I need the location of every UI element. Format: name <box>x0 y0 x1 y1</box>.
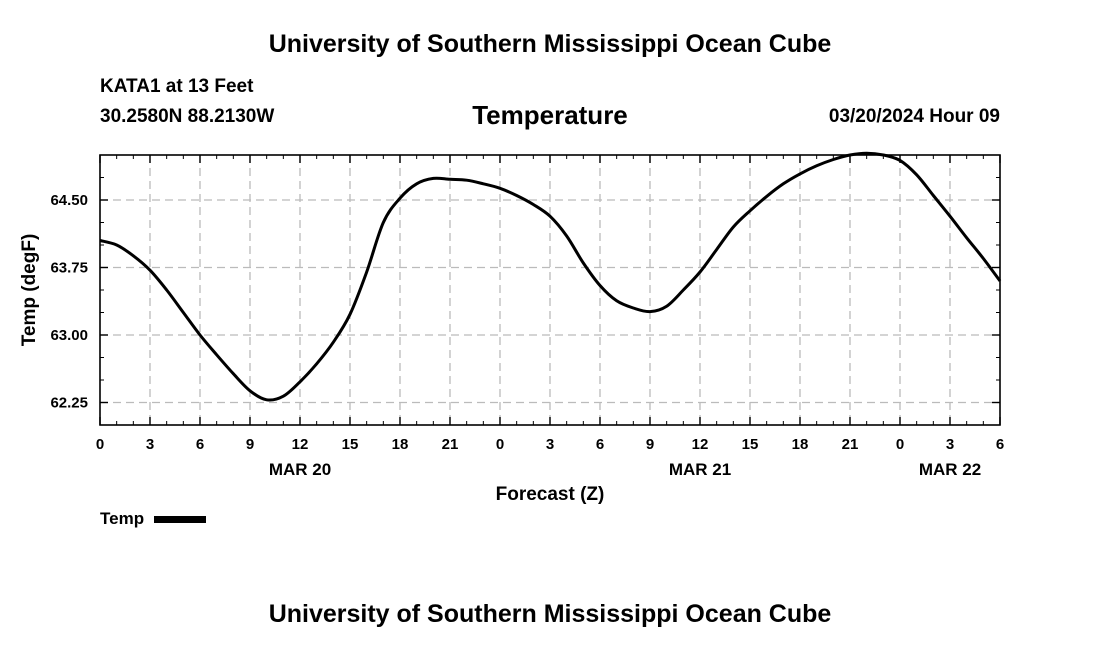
x-tick-label: 21 <box>442 436 459 453</box>
station-label: KATA1 at 13 Feet <box>100 76 254 97</box>
date-label: MAR 20 <box>269 460 331 479</box>
x-tick-label: 18 <box>392 436 409 453</box>
x-tick-label: 9 <box>246 436 254 453</box>
x-tick-label: 0 <box>496 436 504 453</box>
x-tick-label: 12 <box>292 436 309 453</box>
legend-label: Temp <box>100 509 145 528</box>
date-label: MAR 22 <box>919 460 981 479</box>
series-layer <box>99 151 1002 402</box>
x-tick-label: 6 <box>596 436 604 453</box>
x-tick-label: 3 <box>546 436 554 453</box>
x-tick-label: 3 <box>946 436 954 453</box>
temp-series-line <box>99 151 1002 402</box>
x-tick-label: 12 <box>692 436 709 453</box>
x-axis-label: Forecast (Z) <box>496 484 605 505</box>
x-tick-label: 6 <box>196 436 204 453</box>
x-tick-label: 15 <box>342 436 359 453</box>
x-tick-label: 9 <box>646 436 654 453</box>
page-title: University of Southern Mississippi Ocean… <box>268 30 832 58</box>
x-tick-label: 0 <box>896 436 904 453</box>
x-tick-label: 6 <box>996 436 1004 453</box>
y-tick-label: 62.25 <box>50 395 88 412</box>
forecast-datetime: 03/20/2024 Hour 09 <box>828 106 1000 127</box>
footer-title: University of Southern Mississippi Ocean… <box>268 600 832 628</box>
grid <box>100 155 1000 425</box>
x-tick-label: 21 <box>842 436 859 453</box>
y-tick-label: 63.00 <box>50 327 88 344</box>
x-tick-label: 15 <box>742 436 759 453</box>
legend-line-swatch <box>154 515 207 523</box>
x-tick-label: 18 <box>792 436 809 453</box>
coordinates-label: 30.2580N 88.2130W <box>100 106 275 127</box>
legend: Temp <box>100 509 207 529</box>
date-label: MAR 21 <box>669 460 731 479</box>
chart-title: Temperature <box>472 100 628 130</box>
x-tick-label: 3 <box>146 436 154 453</box>
y-tick-label: 63.75 <box>50 260 88 277</box>
y-axis-label: Temp (degF) <box>19 234 40 347</box>
y-tick-label: 64.50 <box>50 192 88 209</box>
x-tick-label: 0 <box>96 436 104 453</box>
axes: 0 3 6 9 12 15 18 21 0 3 6 9 12 15 18 21 0 3 6 MAR 20 MAR 21 M… <box>50 154 1004 479</box>
